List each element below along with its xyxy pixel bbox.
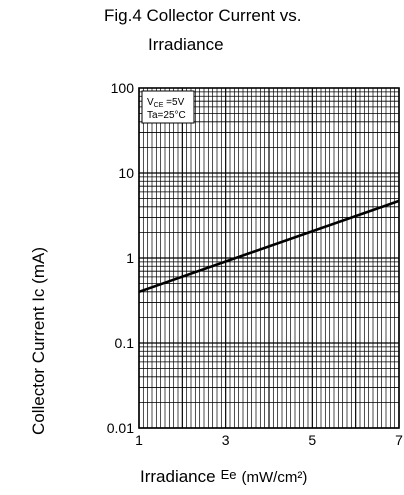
condition-vce: VCE =5V: [147, 97, 185, 109]
y-tick-label: 1: [126, 250, 134, 266]
x-tick-label: 3: [222, 432, 230, 448]
plot-frame: [138, 87, 400, 429]
y-tick-label: 100: [111, 80, 135, 96]
condition-ta: Ta=25°C: [147, 110, 186, 121]
y-tick-label: 0.01: [107, 420, 134, 436]
tick-labels: 0.01 0.1 1 10 100 1 3 5 7: [107, 80, 403, 448]
chart-title-line-2: Irradiance: [148, 35, 224, 54]
x-axis-label: Irradiance Ee (mW/cm²): [140, 467, 307, 486]
x-tick-label: 7: [395, 432, 403, 448]
x-tick-label: 1: [135, 432, 143, 448]
series-line-0: [138, 199, 400, 294]
conditions-box: [141, 90, 195, 124]
y-tick-label: 10: [118, 165, 134, 181]
series-layer: [138, 199, 400, 294]
x-tick-label: 5: [308, 432, 316, 448]
grid: [138, 88, 400, 429]
y-tick-label: 0.1: [115, 335, 135, 351]
chart-title-line-1: Fig.4 Collector Current vs.: [104, 6, 301, 25]
y-axis-label: Collector Current Ic (mA): [29, 247, 48, 435]
